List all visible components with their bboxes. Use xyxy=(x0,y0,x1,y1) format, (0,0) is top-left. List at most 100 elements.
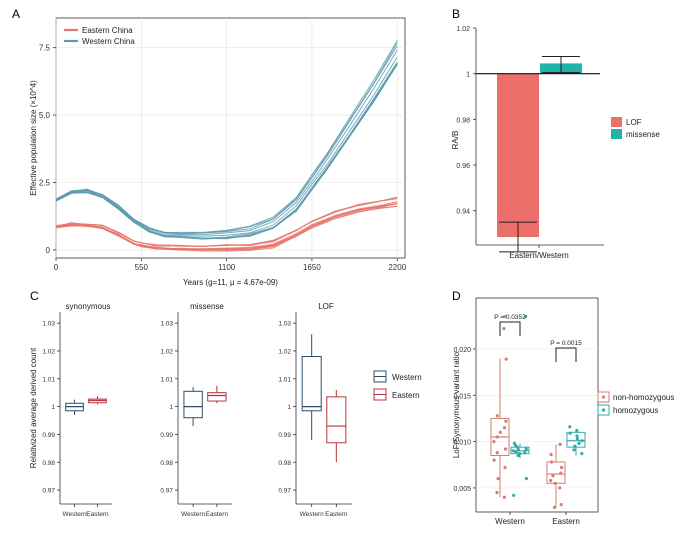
series-line-eastern-china xyxy=(55,203,398,250)
legend-swatch-dot xyxy=(601,408,606,412)
y-tick-label: 0.98 xyxy=(278,460,291,467)
facet-title: missense xyxy=(190,302,224,311)
legend-label: Western China xyxy=(82,37,135,46)
data-point xyxy=(575,428,579,433)
data-point xyxy=(504,357,508,361)
significance-bracket xyxy=(499,321,521,336)
facet-title: synonymous xyxy=(66,302,111,311)
data-point xyxy=(549,453,553,457)
data-point xyxy=(568,425,572,429)
data-point xyxy=(549,478,553,483)
y-tick-label: 1.03 xyxy=(160,321,173,328)
y-tick-label: 0.98 xyxy=(160,460,173,467)
y-tick-label: 0.97 xyxy=(278,488,291,495)
legend-label: non-homozygous xyxy=(613,393,674,402)
y-axis-label: Effective population size (×10^4) xyxy=(29,80,38,196)
y-tick-label: 1 xyxy=(466,72,470,79)
y-tick-label: 0.97 xyxy=(160,488,173,495)
x-axis-label: Years (g=11, μ = 4.67e-09) xyxy=(183,278,278,287)
data-point xyxy=(503,314,507,319)
panel-a-line-chart: 0 550 1100 1650 2200 0 2.5 5.0 7.5 Years (g=11, μ… xyxy=(29,17,407,287)
x-tick-label: 2200 xyxy=(388,263,406,272)
legend-label: Western xyxy=(392,373,422,382)
y-tick-label: 0.010 xyxy=(453,440,471,447)
plot-frame xyxy=(475,297,599,513)
data-point xyxy=(573,444,577,448)
data-point xyxy=(572,448,576,452)
significance-bracket xyxy=(555,347,577,362)
x-tick-label: 0 xyxy=(54,263,59,272)
data-point xyxy=(560,465,564,470)
data-point xyxy=(551,474,555,478)
y-tick-label: 1.02 xyxy=(278,348,291,355)
y-tick-label: 1.01 xyxy=(42,376,55,383)
y-tick-label: 0.94 xyxy=(456,209,470,216)
data-point xyxy=(511,449,516,453)
series-line-eastern-china xyxy=(55,196,398,247)
facet-title: LOF xyxy=(318,302,334,311)
data-point xyxy=(492,458,496,462)
series-line-western-china xyxy=(55,62,398,239)
data-point xyxy=(496,477,500,481)
legend-label: homozygous xyxy=(613,406,658,415)
y-tick-label: 1 xyxy=(51,404,55,411)
y-tick-label: 0.99 xyxy=(42,432,55,439)
y-tick-label: 1.02 xyxy=(42,348,55,355)
data-point xyxy=(568,431,572,435)
y-tick-label: 1 xyxy=(287,404,291,411)
y-tick-label: 0.99 xyxy=(278,432,291,439)
y-tick-label: 1.03 xyxy=(278,321,291,328)
x-tick-label: Eastern xyxy=(325,511,348,518)
panel-b-bar-chart: 0.94 0.96 0.98 1 1.02 RA/B Eastern/Western LOF m… xyxy=(451,26,660,260)
p-value-annotation: P = 0.0352 xyxy=(494,314,526,321)
panel-label-c: C xyxy=(30,289,39,303)
box-eastern xyxy=(207,392,227,402)
data-point xyxy=(504,419,508,423)
data-point xyxy=(524,447,528,451)
y-tick-label: 1.01 xyxy=(160,376,173,383)
x-tick-label: Eastern xyxy=(206,511,229,518)
x-tick-label: Eastern xyxy=(552,517,580,526)
data-point xyxy=(502,495,506,499)
legend-label: Eastern xyxy=(392,391,420,400)
bar-lof xyxy=(497,73,539,238)
data-point xyxy=(515,445,520,449)
x-tick-label: Western xyxy=(181,511,205,518)
y-tick-label: 5.0 xyxy=(39,111,51,120)
x-tick-label: 1100 xyxy=(218,263,236,272)
data-point xyxy=(523,451,527,455)
box-western xyxy=(183,390,203,419)
y-tick-label: 0.005 xyxy=(453,486,471,493)
data-point xyxy=(495,451,499,455)
y-axis-label: LoF/Synonymous variant ratio xyxy=(452,351,461,458)
data-point xyxy=(495,490,499,495)
plot-frame xyxy=(55,17,406,259)
y-axis-label: Relativized average derived count xyxy=(29,347,38,468)
y-tick-label: 2.5 xyxy=(39,178,51,187)
data-point xyxy=(552,505,557,509)
legend-swatch xyxy=(611,117,622,127)
data-point xyxy=(502,426,507,430)
legend-swatch xyxy=(611,129,622,139)
x-tick-label: Western xyxy=(300,511,324,518)
data-point xyxy=(559,471,563,475)
data-point xyxy=(512,493,516,497)
x-tick-label: Eastern/Western xyxy=(509,251,568,260)
y-tick-label: 1 xyxy=(169,404,173,411)
series-line-western-china xyxy=(55,42,398,234)
y-tick-label: 0.96 xyxy=(456,163,470,170)
y-axis-label: RA/B xyxy=(451,131,460,150)
data-point xyxy=(558,442,562,446)
data-point xyxy=(514,450,518,454)
x-tick-label: Western xyxy=(495,517,525,526)
x-tick-label: 550 xyxy=(135,263,149,272)
data-point xyxy=(516,453,520,458)
legend-swatch-dot xyxy=(601,395,606,399)
x-tick-label: Eastern xyxy=(86,511,109,518)
data-point xyxy=(553,481,557,485)
panel-c-box-plots: Relativized average derived count 0.97 0.9… xyxy=(29,302,422,518)
data-point xyxy=(495,414,499,418)
data-point xyxy=(575,437,580,441)
